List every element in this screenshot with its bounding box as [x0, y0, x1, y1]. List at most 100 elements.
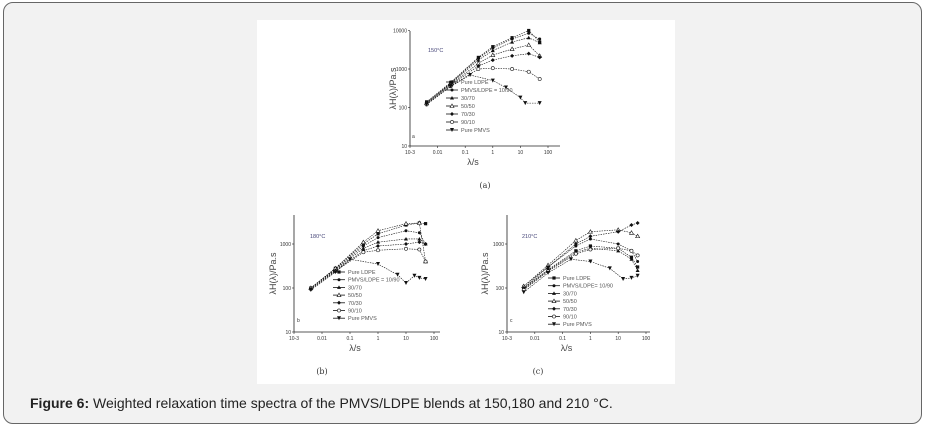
data-point	[607, 266, 612, 271]
data-point	[568, 257, 573, 262]
data-point	[376, 248, 380, 253]
x-tick-label: 1	[377, 336, 380, 342]
legend-entry: Pure LDPE	[348, 270, 376, 276]
y-tick-label: 1000	[396, 67, 407, 73]
data-point	[510, 40, 515, 44]
panel-sublabel: (b)	[316, 367, 327, 376]
y-axis-label: λH(λ)/Pa.s	[388, 67, 398, 110]
legend-marker	[337, 285, 341, 289]
x-tick-label: 1	[491, 150, 494, 156]
data-point	[348, 257, 352, 262]
x-tick-label: 10-3	[405, 150, 415, 156]
temperature-label: 180°C	[310, 234, 325, 240]
data-point	[423, 242, 428, 246]
data-point	[635, 268, 640, 272]
x-axis-label: λ/s	[349, 343, 361, 353]
y-tick-label: 10000	[393, 29, 407, 35]
y-tick-label: 100	[399, 106, 408, 112]
data-point	[404, 236, 408, 241]
series-30-70: 30/70	[424, 35, 542, 105]
data-point	[395, 272, 400, 277]
data-point	[629, 255, 634, 259]
data-point	[416, 220, 422, 225]
data-point	[573, 237, 579, 243]
data-point	[616, 248, 621, 253]
data-point	[376, 232, 380, 236]
data-point	[537, 40, 542, 45]
panel-letter: c	[510, 318, 513, 324]
legend-marker	[551, 298, 557, 303]
legend-marker	[337, 308, 341, 313]
y-axis-label: λH(λ)/Pa.s	[480, 252, 490, 295]
data-point	[417, 231, 421, 235]
data-point	[588, 237, 592, 241]
data-point	[424, 102, 429, 107]
legend-marker	[552, 322, 556, 327]
figure-container: Figure 6: Weighted relaxation time spect…	[3, 2, 922, 424]
data-point	[376, 240, 380, 244]
legend-marker	[552, 314, 556, 319]
series-line	[426, 53, 540, 105]
data-point	[510, 53, 515, 58]
data-point	[376, 244, 380, 249]
legend-marker	[450, 112, 454, 116]
legend-entry: Pure PMVS	[461, 128, 490, 134]
data-point	[510, 37, 514, 41]
data-point	[361, 242, 365, 246]
data-point	[518, 95, 523, 100]
legend-marker	[337, 270, 341, 274]
data-point	[588, 244, 592, 248]
x-tick-label: 10	[518, 150, 524, 156]
data-point	[616, 246, 621, 251]
legend-marker	[336, 292, 342, 297]
chart-panel-b: 10-3 0.01 0.1 1 10 100 10 100 1000 λ/s λH(λ)/Pa.s 1…	[268, 215, 440, 376]
y-tick-label: 1000	[280, 242, 291, 248]
data-point	[476, 63, 481, 68]
chart-panel-a: 10-3 0.01 0.1 1 10 100 10 100 1000 10000 λ/s λH(λ)/…	[388, 29, 560, 190]
data-point	[491, 46, 495, 50]
data-point	[537, 55, 542, 60]
data-point	[509, 46, 515, 51]
data-point	[573, 242, 578, 246]
legend-marker	[552, 284, 556, 288]
legend-entry: Pure LDPE	[563, 276, 591, 282]
data-point	[574, 244, 578, 248]
data-point	[360, 239, 366, 244]
x-tick-label: 1	[589, 336, 592, 342]
x-tick-label: 0.1	[559, 336, 566, 342]
data-point	[636, 265, 640, 269]
data-point	[588, 259, 593, 264]
data-point	[490, 66, 495, 71]
data-point	[333, 270, 338, 275]
data-point	[361, 244, 365, 248]
data-point	[404, 229, 408, 233]
y-tick-label: 10	[498, 330, 504, 336]
x-tick-label: 100	[430, 336, 439, 342]
series-line	[426, 67, 540, 105]
legend-entry: 90/10	[461, 120, 475, 126]
series-line	[426, 74, 540, 105]
data-point	[526, 51, 531, 56]
temperature-label: 210°C	[522, 234, 537, 240]
legend-entry: 30/70	[461, 96, 475, 102]
legend-marker	[337, 300, 341, 305]
data-point	[423, 277, 428, 282]
data-point	[527, 31, 531, 35]
panel-letter: a	[412, 134, 415, 140]
data-point	[423, 222, 428, 226]
legend-entry: 70/30	[348, 301, 362, 307]
data-point	[521, 290, 526, 295]
legend-entry: 30/70	[563, 291, 577, 297]
x-tick-label: 10	[403, 336, 409, 342]
legend-marker	[450, 120, 454, 124]
legend-marker	[450, 96, 454, 100]
panel-letter: b	[297, 318, 300, 324]
data-point	[376, 236, 380, 240]
legend-entry: 50/50	[348, 293, 362, 299]
x-tick-label: 100	[544, 150, 553, 156]
y-tick-label: 1000	[493, 242, 504, 248]
legend-entry: 30/70	[348, 285, 362, 291]
chart-panel-c: 10-3 0.01 0.1 1 10 100 10 100 1000 λ/s λH(λ)/Pa.s 2…	[480, 215, 650, 376]
series-pure-pmvs: Pure PMVS	[521, 257, 640, 328]
